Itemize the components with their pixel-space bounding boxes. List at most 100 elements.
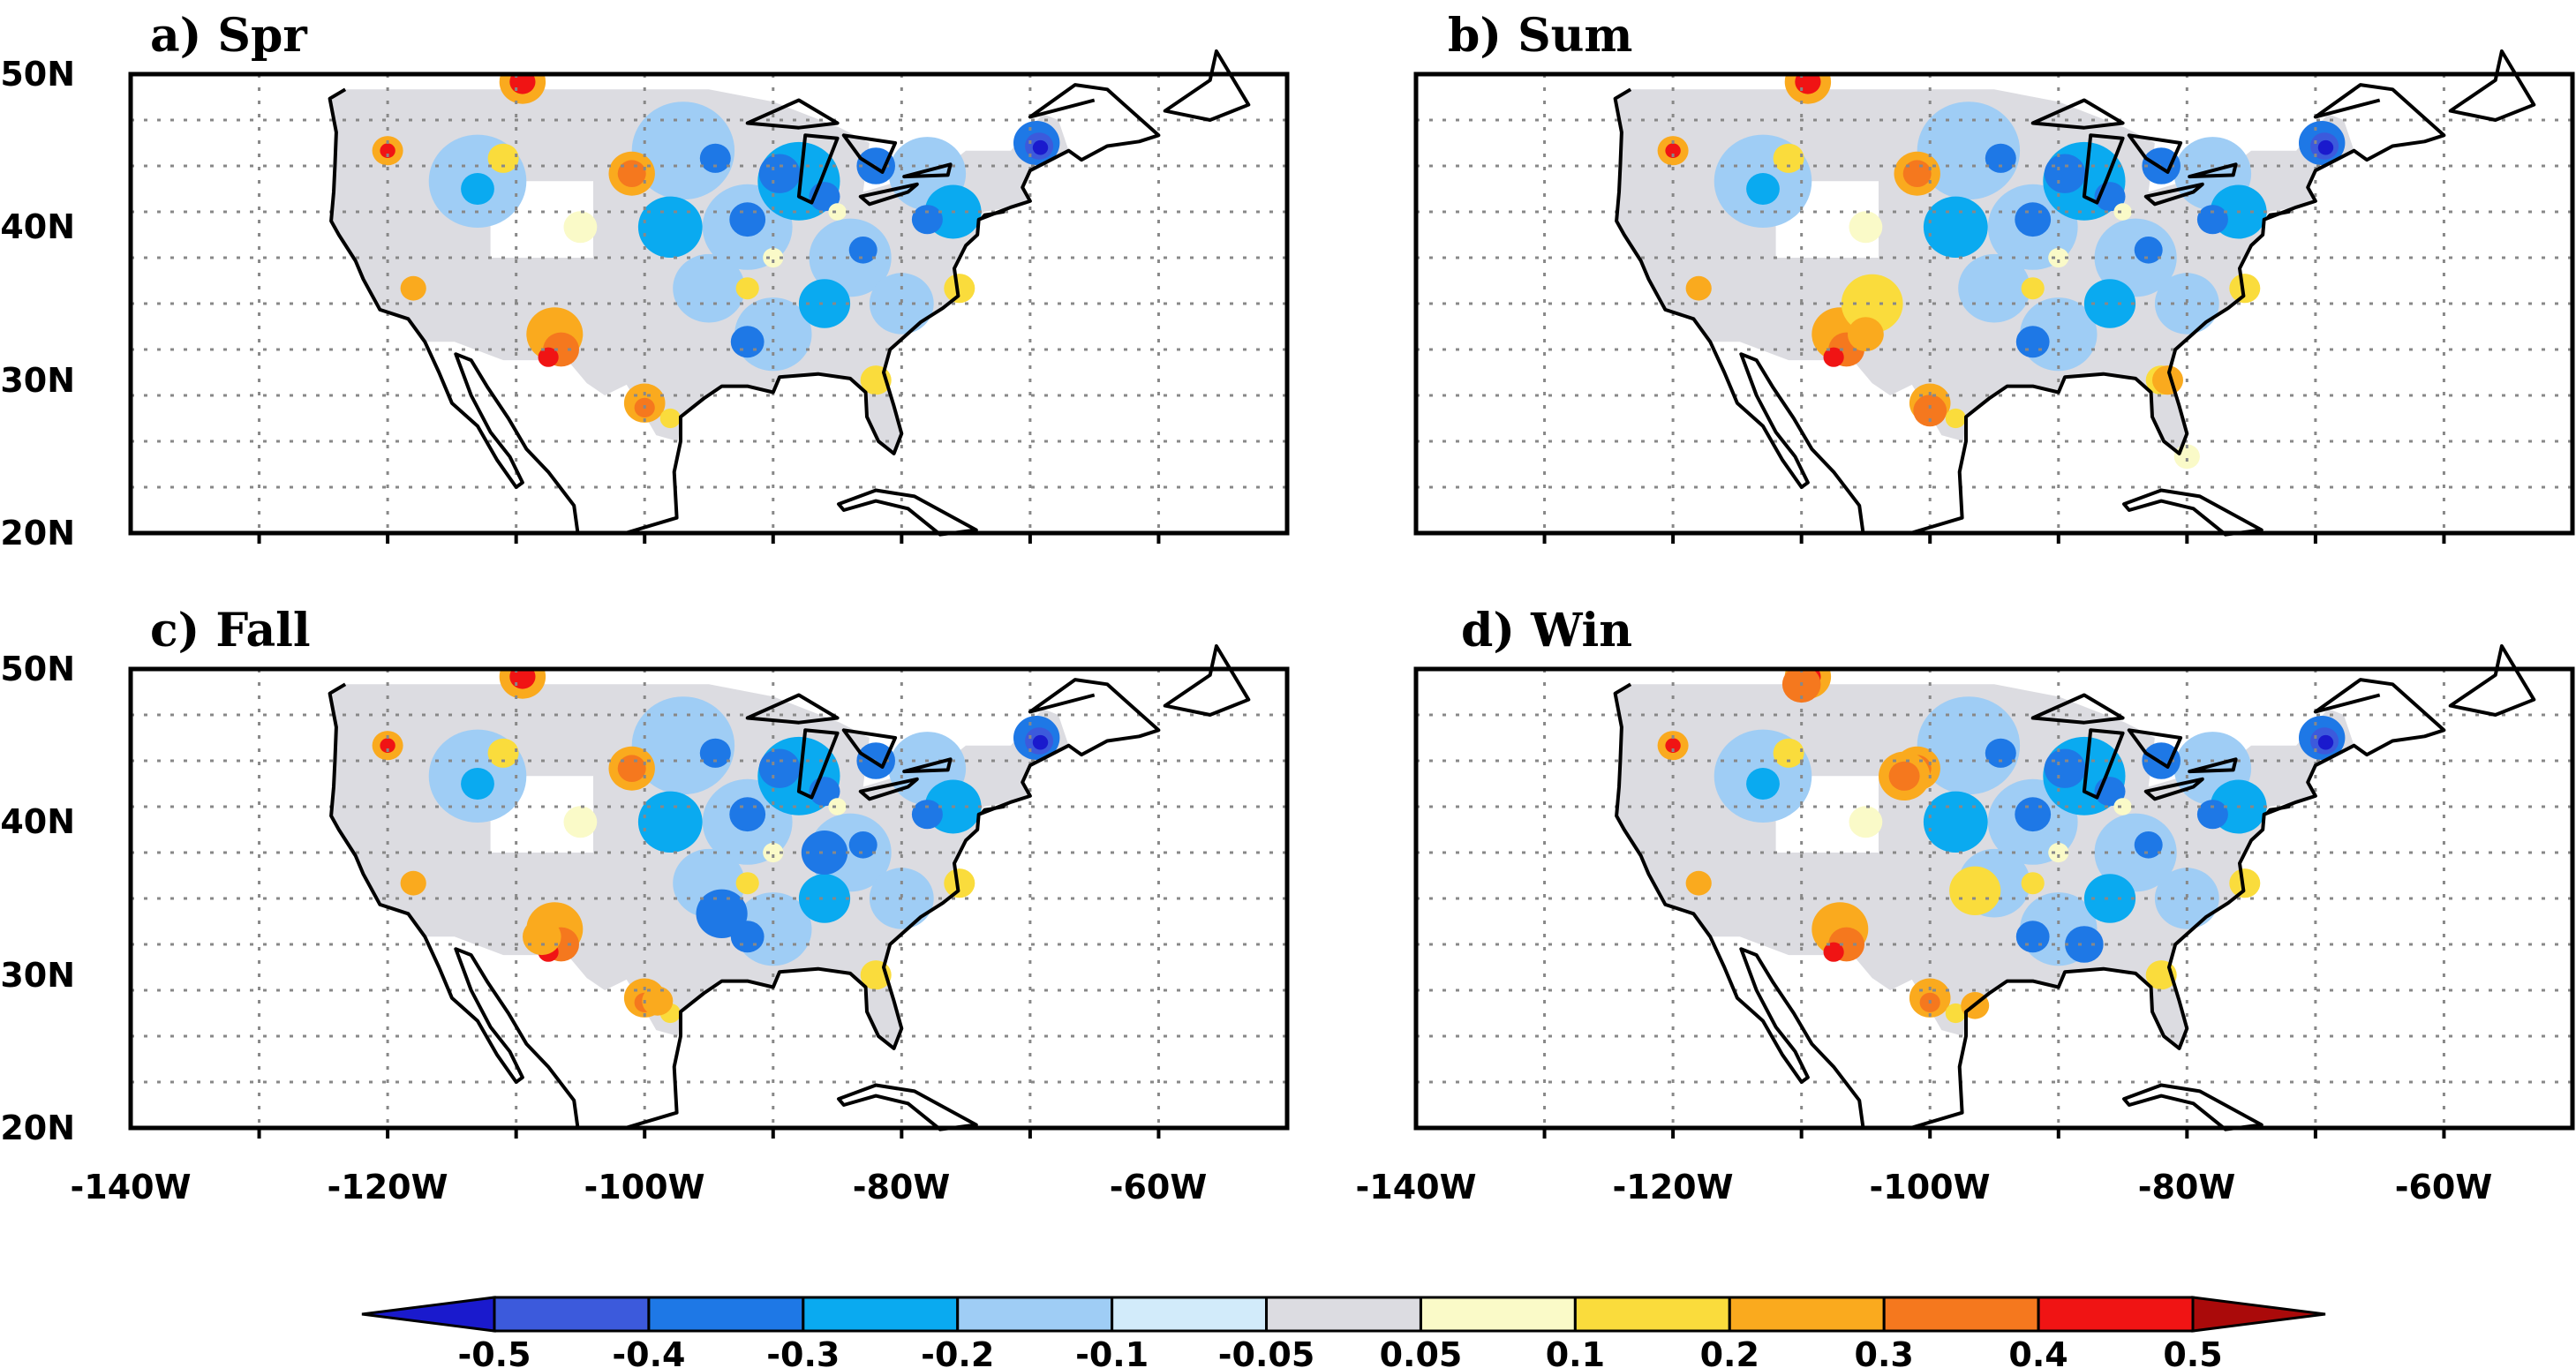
coastline-pacific [328, 682, 580, 1129]
field-patch [1985, 738, 2016, 768]
colorbar-label: 0.4 [2008, 1335, 2068, 1368]
field-patch [1917, 696, 2021, 795]
colorbar-swatch [802, 1296, 960, 1333]
field-patch [642, 986, 674, 1016]
field-patch [944, 274, 975, 304]
newfoundland-outline [2448, 644, 2536, 717]
field-patch [763, 247, 784, 268]
map-field-a [329, 74, 1069, 454]
great-lake-outline [902, 162, 953, 179]
field-patch [1888, 761, 1920, 791]
field-patch [2015, 202, 2052, 237]
great-lake-outline [2127, 728, 2183, 769]
field-patch [1849, 211, 1883, 244]
field-patch [461, 768, 494, 800]
lat-axis-a: 50N 40N 30N 20N [0, 55, 75, 552]
long-island-outline [2265, 210, 2292, 218]
great-lake-outline [2030, 693, 2125, 725]
field-patch [758, 154, 801, 193]
field-patch [1685, 275, 1712, 301]
field-patch [1781, 669, 1821, 703]
colorbar-swatch [1111, 1296, 1269, 1333]
field-patch [1032, 734, 1049, 750]
great-lake-outline [2082, 728, 2125, 800]
lat-label-40n: 40N [0, 802, 75, 841]
newfoundland-outline [1163, 644, 1251, 717]
great-lake-outline [858, 777, 919, 801]
field-patch [2044, 154, 2086, 193]
field-patch [758, 748, 801, 788]
newfoundland-outline [2448, 49, 2536, 122]
lon-label-60w: -60W [1110, 1168, 1208, 1206]
lat-label-30n: 30N [0, 956, 75, 995]
field-patch [2048, 247, 2069, 268]
field-patch [763, 842, 784, 863]
colorbar-swatch [1419, 1296, 1577, 1333]
field-patch [735, 277, 759, 300]
field-patch [848, 831, 877, 859]
field-patch [2196, 800, 2228, 830]
colorbar-swatch [1573, 1296, 1731, 1333]
newfoundland-outline [1163, 49, 1251, 122]
lon-label-100w: -100W [1869, 1168, 1990, 1206]
field-patch [631, 696, 735, 795]
field-patch [380, 143, 395, 158]
field-patch [2317, 734, 2334, 750]
field-patch [1923, 196, 1988, 258]
great-lake-outline [2030, 98, 2125, 130]
field-patch [1841, 274, 1903, 334]
great-lake-outline [745, 98, 840, 130]
field-patch [400, 275, 426, 301]
lon-label-140w: -140W [70, 1168, 191, 1206]
field-patch [696, 889, 748, 938]
field-patch [617, 160, 646, 187]
field-patch [809, 218, 892, 297]
field-patch [631, 101, 735, 200]
panel-title-d: d) Win [1461, 604, 1632, 658]
coastline-pacific [1613, 87, 1865, 534]
field-patch [729, 202, 766, 237]
colorbar-label: 0.05 [1380, 1335, 1463, 1368]
field-patch [2015, 797, 2052, 832]
lon-label-60w: -60W [2395, 1168, 2493, 1206]
colorbar: -0.5 -0.4 -0.3 -0.2 -0.1 -0.05 0.05 0.1 0.2 0.3 0.… [361, 1296, 2326, 1368]
colorbar-label: -0.3 [766, 1335, 840, 1368]
great-lake-outline [2127, 133, 2183, 174]
lon-label-120w: -120W [1612, 1168, 1733, 1206]
coastline-a [328, 49, 1251, 537]
field-patch [1902, 160, 1932, 187]
field-patch [1773, 143, 1804, 173]
colorbar-label: 0.1 [1546, 1335, 1605, 1368]
field-patch [2094, 813, 2177, 892]
lat-label-30n: 30N [0, 361, 75, 400]
field-patch [1849, 806, 1883, 838]
coastline-atlantic-gulf [1909, 678, 2446, 1130]
field-patch [487, 143, 519, 173]
panel-c: c) Fall 50N 40N 30N 20N -140W -120W -100… [0, 604, 1290, 1206]
field-patch [1945, 408, 1966, 429]
panel-title-c: c) Fall [150, 604, 311, 658]
great-lake-outline [2188, 162, 2238, 179]
field-patch [1913, 395, 1947, 427]
great-lake-outline [841, 133, 898, 174]
map-frame-d [1413, 666, 2575, 1131]
panel-a: a) Spr 50N 40N 30N 20N [0, 9, 1290, 552]
field-patch [729, 797, 766, 832]
colorbar-label: 0.2 [1700, 1335, 1759, 1368]
field-patch [2065, 926, 2104, 963]
colorbar-label: 0.3 [1855, 1335, 1914, 1368]
great-lake-outline [902, 757, 953, 774]
field-patch [2113, 798, 2132, 816]
field-patch [659, 408, 681, 429]
coastline-atlantic-gulf [624, 678, 1161, 1130]
panel-title-a: a) Spr [150, 9, 307, 63]
field-patch [2083, 279, 2136, 328]
lat-label-50n: 50N [0, 55, 75, 94]
field-patch [673, 253, 745, 323]
field-patch [2113, 203, 2132, 221]
long-island-outline [2265, 805, 2292, 813]
field-patch [2021, 277, 2045, 300]
long-island-outline [980, 210, 1006, 218]
coastline-pacific [328, 87, 580, 534]
